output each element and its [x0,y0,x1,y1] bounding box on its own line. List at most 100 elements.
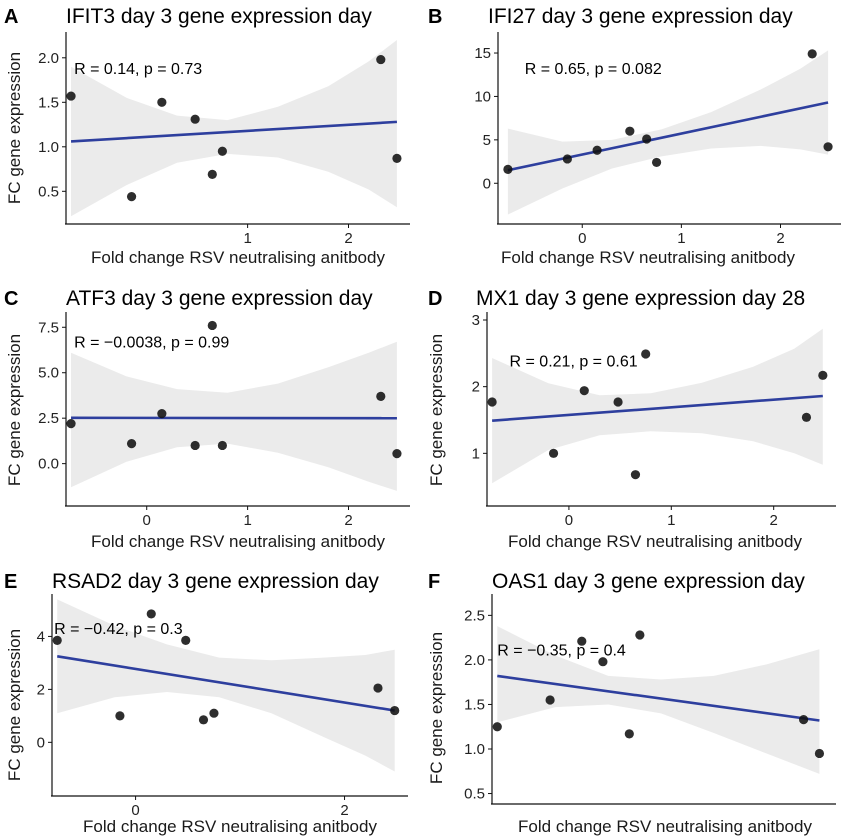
panel-b-ytick-label: 10 [474,88,491,105]
panel-e-confidence-band [57,599,395,772]
panel-e-ytick-label: 2 [37,681,45,698]
panel-b-letter: B [428,6,442,28]
panel-f-data-point [635,630,645,640]
panel-c-title: ATF3 day 3 gene expression day [66,287,373,310]
panel-e-data-point [209,708,219,718]
panel-d-xtick-label: 2 [770,512,778,529]
panel-b-ytick-label: 15 [474,45,491,62]
panel-d-title: MX1 day 3 gene expression day 28 [476,287,805,310]
panel-e-data-point [390,705,400,716]
panel-b-data-point [592,145,602,155]
panel-f-ytick-label: 0.5 [464,786,485,803]
panel-b-data-point [562,154,572,164]
panel-d-data-point [630,470,641,480]
panel-d-data-point [548,448,559,458]
panel-e-xtick-label: 0 [131,802,139,819]
panel-f-ytick-label: 2.5 [464,607,485,624]
panel-e-data-point [181,635,191,645]
panel-a-xtick-label: 2 [344,230,352,247]
panel-b-data-point [823,142,833,152]
panel-c-ylabel: FC gene expression [5,334,24,486]
panel-b-stat: R = 0.65, p = 0.082 [525,61,662,78]
panel-e-data-point [198,715,209,725]
panel-e-ylabel: FC gene expression [5,629,24,781]
panel-d-ylabel: FC gene expression [427,334,446,486]
panel-a-xlabel: Fold change RSV neutralising anitbody [91,248,385,267]
panel-a-data-point [66,91,76,101]
panel-c: C ATF3 day 3 gene expression day FC gene… [4,287,410,551]
panel-c-data-point [217,440,227,451]
panel-c-data-point [207,320,217,331]
panel-a-xtick-label: 1 [243,230,251,247]
panel-d-xlabel: Fold change RSV neutralising anitbody [508,532,802,551]
panel-f-data-point [492,722,502,732]
panel-a-data-point [126,192,137,202]
panel-a-data-point [392,153,402,163]
panel-b-ytick-label: 5 [483,132,491,149]
panel-a-data-point [157,97,167,107]
panel-b-data-point [642,134,652,144]
panel-e: E RSAD2 day 3 gene expression day FC gen… [4,570,408,836]
panel-f-confidence-band [497,626,820,774]
panel-d-letter: D [428,288,442,310]
panel-d-confidence-band [492,328,823,484]
panel-d-data-point [818,370,828,380]
panel-f-xlabel: Fold change RSV neutralising anitbody [518,817,812,836]
panel-e-data-point [373,683,383,693]
panel-a-ytick-label: 2.0 [38,50,59,67]
panel-d-stat: R = 0.21, p = 0.61 [510,354,638,371]
panel-b-fit-line [507,101,829,172]
panel-b-confidence-band [507,50,829,215]
panel-d: D MX1 day 3 gene expression day 28 FC ge… [427,287,836,551]
panel-b-title: IFI27 day 3 gene expression day [488,5,793,28]
panel-f: F OAS1 day 3 gene expression day FC gene… [427,570,836,836]
panel-e-data-point [52,635,62,645]
panel-f-data-point [624,729,634,739]
panel-d-fit-line [492,394,823,422]
panel-a: A IFIT3 day 3 gene expression day FC gen… [4,5,410,267]
panel-a-ytick-label: 0.5 [38,183,59,200]
panel-c-xlabel: Fold change RSV neutralising anitbody [91,532,385,551]
panel-c-stat: R = −0.0038, p = 0.99 [74,334,229,351]
panel-c-xtick-label: 2 [344,512,352,529]
panel-a-data-point [217,146,227,156]
panel-e-letter: E [4,571,17,593]
panel-f-ytick-label: 1.5 [464,696,485,713]
panel-e-data-point [146,609,156,619]
panel-b: B IFI27 day 3 gene expression day Fold c… [428,5,841,267]
panel-b-ytick-label: 0 [483,175,491,192]
panel-d-data-point [579,386,589,396]
panel-e-data-point [115,711,125,721]
panel-b-xlabel: Fold change RSV neutralising anitbody [501,248,795,267]
panel-d-data-point [613,397,623,407]
panel-c-data-point [376,391,386,401]
panel-c-ytick-label: 0.0 [38,456,59,473]
panel-a-fit-line [70,120,398,143]
panel-c-ytick-label: 5.0 [38,365,59,382]
panel-b-data-point [807,49,817,59]
panel-a-ytick-label: 1.0 [38,139,59,156]
panel-c-xtick-label: 0 [143,512,151,529]
panel-a-data-point [376,54,386,65]
panel-d-xtick-label: 1 [667,512,675,529]
panel-f-ylabel: FC gene expression [427,632,446,784]
panel-f-title: OAS1 day 3 gene expression day [492,570,805,593]
panel-d-data-point [487,397,497,407]
panel-c-data-point [190,440,200,451]
panel-a-stat: R = 0.14, p = 0.73 [74,61,202,78]
panel-e-stat: R = −0.42, p = 0.3 [54,621,183,638]
panel-a-data-point [207,169,217,179]
panel-e-xlabel: Fold change RSV neutralising anitbody [83,817,377,836]
panel-c-confidence-band [71,341,397,491]
panel-a-ytick-label: 1.5 [38,94,59,111]
panel-f-data-point [798,715,809,725]
panel-b-xtick-label: 0 [578,230,586,247]
panel-c-data-point [66,419,76,429]
panel-e-fit-line [57,654,395,712]
panel-c-data-point [392,449,402,459]
panel-e-ytick-label: 4 [37,628,45,645]
panel-f-data-point [577,636,587,646]
panel-f-ytick-label: 2.0 [464,652,485,669]
panel-d-ytick-label: 1 [472,445,480,462]
